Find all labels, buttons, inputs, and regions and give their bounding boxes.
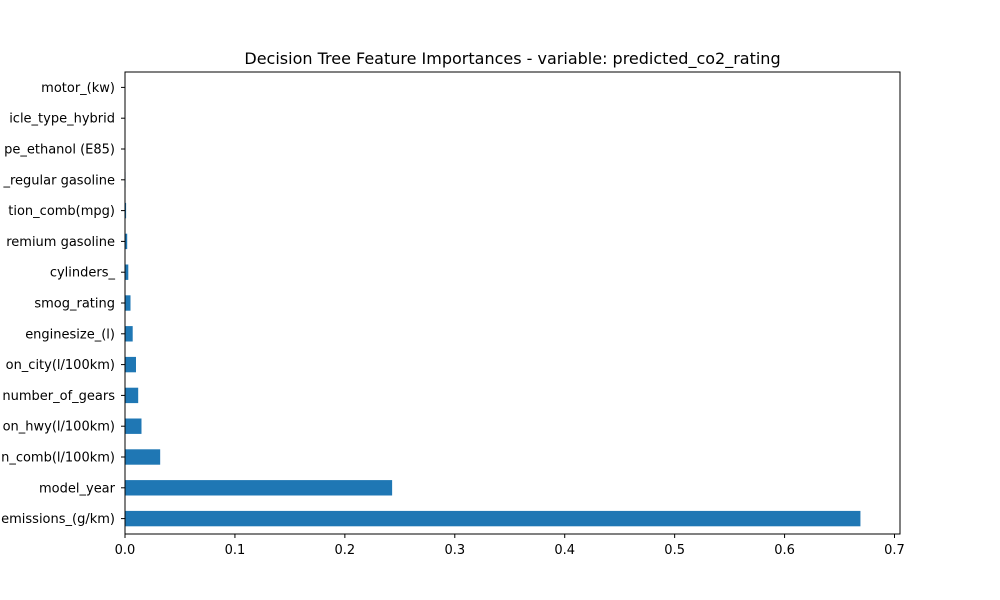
bars-layer <box>125 79 861 527</box>
bar-9 <box>125 233 128 250</box>
x-tick-label: 0.5 <box>664 543 685 558</box>
y-tick-label: cylinders_ <box>50 266 116 281</box>
bar-3 <box>125 418 142 434</box>
y-tick-label: pe_ethanol (E85) <box>4 143 115 158</box>
bar-8 <box>125 264 129 280</box>
chart-title: Decision Tree Feature Importances - vari… <box>244 49 780 69</box>
bar-5 <box>125 356 136 373</box>
x-axis: 0.0 0.1 0.2 0.3 0.4 0.5 0.6 0.7 <box>115 534 905 558</box>
y-tick-label: remium gasoline <box>6 235 115 250</box>
bar-10 <box>125 202 127 219</box>
x-tick-label: 0.0 <box>115 543 136 558</box>
y-tick-label: on_city(l/100km) <box>6 358 115 373</box>
y-axis: emissions_(g/km) model_year n_comb(l/100km… <box>1 81 125 527</box>
plot-frame <box>124 71 901 535</box>
bar-7 <box>125 295 131 311</box>
x-tick-label: 0.3 <box>444 543 465 558</box>
y-tick-label: on_hwy(l/100km) <box>3 420 115 435</box>
x-tick-label: 0.7 <box>884 543 905 558</box>
bar-1 <box>125 480 393 496</box>
y-tick-label: smog_rating <box>34 297 115 312</box>
y-tick-label: icle_type_hybrid <box>9 112 115 127</box>
y-tick-label: _regular gasoline <box>2 173 115 188</box>
x-tick-label: 0.1 <box>225 543 246 558</box>
bar-6 <box>125 326 133 342</box>
bar-2 <box>125 449 161 465</box>
y-tick-label: enginesize_(l) <box>25 327 115 342</box>
bar-0 <box>125 510 861 527</box>
bar-4 <box>125 387 139 404</box>
y-tick-label: number_of_gears <box>2 389 115 404</box>
y-tick-label: emissions_(g/km) <box>1 512 115 527</box>
x-tick-label: 0.4 <box>554 543 575 558</box>
y-tick-label: model_year <box>39 481 116 496</box>
y-tick-label: n_comb(l/100km) <box>1 451 115 466</box>
x-tick-label: 0.6 <box>774 543 795 558</box>
x-tick-label: 0.2 <box>335 543 356 558</box>
y-tick-label: tion_comb(mpg) <box>8 204 115 219</box>
y-tick-label: motor_(kw) <box>41 81 115 96</box>
